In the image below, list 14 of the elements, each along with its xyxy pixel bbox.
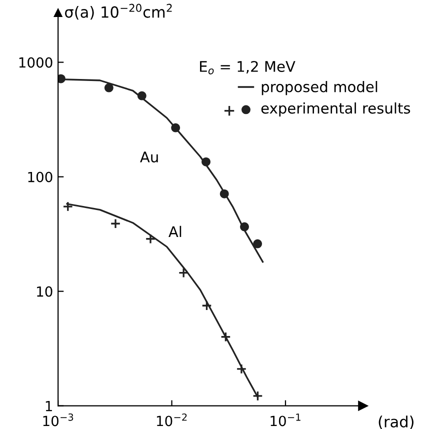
y-tick-label: 1 [46,400,52,412]
y-tick-label: 100 [28,172,52,182]
y-tick-label: 1000 [19,57,52,68]
annotation: E$_{o}$ = 1,2 MeV [200,60,296,74]
y-tick-label: 10 [37,286,52,297]
legend-label: proposed model [262,81,378,96]
x-tick-label: 10$^{−2}$ [156,413,187,426]
x-tick-label: 10$^{−1}$ [270,414,300,426]
annotation: Au [140,152,158,162]
legend-label: experimental results [261,102,410,117]
x-tick-label: 10$^{−3}$ [43,413,74,426]
annotation: Al [168,226,182,237]
x-axis-title: (rad) [378,416,414,429]
y-axis-title: σ(a) 10$^{−20}$cm$^{2}$ [65,4,172,20]
